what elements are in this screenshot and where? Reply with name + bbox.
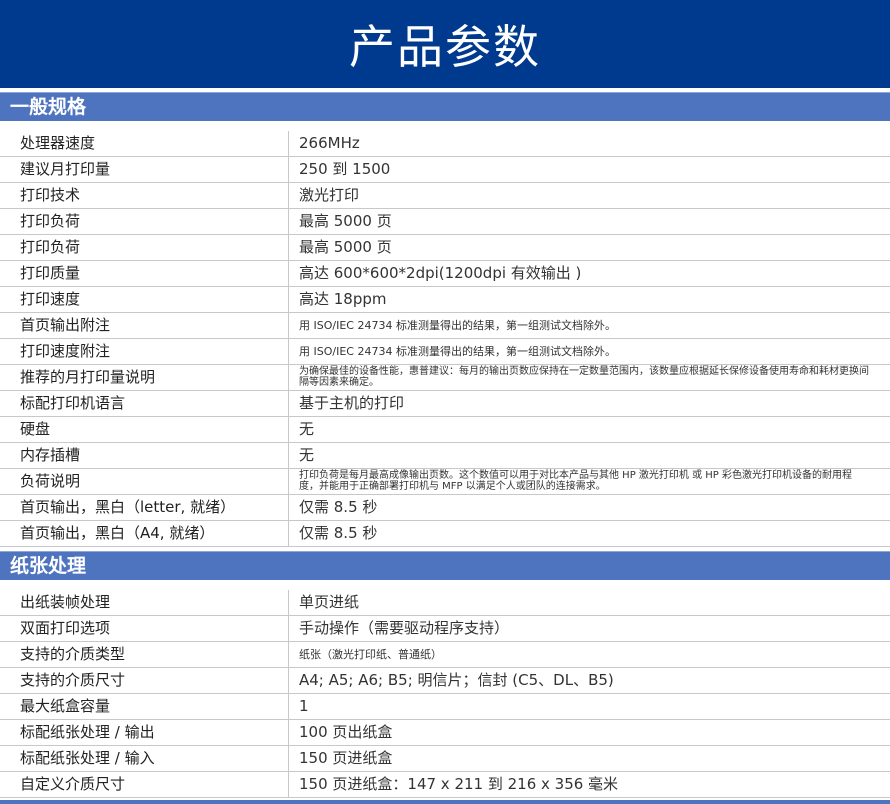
spec-label: 最大纸盒容量: [0, 694, 289, 719]
spec-value: 高达 600*600*2dpi(1200dpi 有效输出 ): [299, 264, 582, 282]
table-row: 出纸装帧处理 单页进纸: [0, 590, 890, 616]
table-row: 双面打印选项 手动操作（需要驱动程序支持）: [0, 616, 890, 642]
spec-label: 标配纸张处理 / 输入: [0, 746, 289, 771]
table-row: 支持的介质类型 纸张（激光打印纸、普通纸）: [0, 642, 890, 668]
spec-value: 无: [299, 420, 315, 438]
spec-value: 用 ISO/IEC 24734 标准测量得出的结果，第一组测试文档除外。: [299, 319, 616, 332]
spec-label: 打印负荷: [0, 235, 289, 260]
table-row: 首页输出，黑白（A4, 就绪） 仅需 8.5 秒: [0, 521, 890, 547]
table-row: 打印质量 高达 600*600*2dpi(1200dpi 有效输出 ): [0, 261, 890, 287]
spec-label: 打印技术: [0, 183, 289, 208]
table-row: 处理器速度 266MHz: [0, 131, 890, 157]
spec-value: 纸张（激光打印纸、普通纸）: [299, 648, 442, 661]
spec-label: 打印速度附注: [0, 339, 289, 364]
table-row: 首页输出，黑白（letter, 就绪） 仅需 8.5 秒: [0, 495, 890, 521]
footer-bar: [0, 800, 890, 804]
spec-value: 高达 18ppm: [299, 290, 387, 308]
spec-table: 出纸装帧处理 单页进纸 双面打印选项 手动操作（需要驱动程序支持） 支持的介质类型 纸张（…: [0, 590, 890, 798]
table-row: 打印负荷 最高 5000 页: [0, 209, 890, 235]
spec-label: 标配纸张处理 / 输出: [0, 720, 289, 745]
spec-label: 推荐的月打印量说明: [0, 365, 289, 390]
spec-value: 手动操作（需要驱动程序支持）: [299, 619, 510, 637]
table-row: 标配纸张处理 / 输入 150 页进纸盒: [0, 746, 890, 772]
spec-value: 仅需 8.5 秒: [299, 524, 378, 542]
spec-label: 出纸装帧处理: [0, 590, 289, 615]
spec-label: 打印质量: [0, 261, 289, 286]
spec-label: 负荷说明: [0, 469, 289, 494]
table-row: 标配打印机语言 基于主机的打印: [0, 391, 890, 417]
spec-label: 支持的介质类型: [0, 642, 289, 667]
spec-table: 处理器速度 266MHz 建议月打印量 250 到 1500 打印技术 激光打印 打印负荷最…: [0, 131, 890, 547]
spec-value: 266MHz: [299, 134, 360, 152]
table-row: 最大纸盒容量 1: [0, 694, 890, 720]
table-row: 支持的介质尺寸 A4; A5; A6; B5; 明信片；信封 (C5、DL、B5): [0, 668, 890, 694]
spec-tables: 一般规格 处理器速度 266MHz 建议月打印量 250 到 1500 打印技术 激光打印打…: [0, 92, 890, 798]
spec-label: 双面打印选项: [0, 616, 289, 641]
table-row: 硬盘无: [0, 417, 890, 443]
spec-value: 1: [299, 697, 309, 715]
table-row: 打印技术 激光打印: [0, 183, 890, 209]
spec-label: 首页输出附注: [0, 313, 289, 338]
page-title: 产品参数: [0, 0, 890, 88]
table-row: 自定义介质尺寸 150 页进纸盒：147 x 211 到 216 x 356 毫米: [0, 772, 890, 798]
spec-value: 为确保最佳的设备性能，惠普建议：每月的输出页数应保持在一定数量范围内，该数量应根…: [299, 366, 869, 388]
spec-value: 250 到 1500: [299, 160, 391, 178]
spec-value: 150 页进纸盒: [299, 749, 393, 767]
spec-label: 支持的介质尺寸: [0, 668, 289, 693]
section-header: 一般规格: [0, 92, 890, 121]
spec-value: 仅需 8.5 秒: [299, 498, 378, 516]
table-row: 打印速度 高达 18ppm: [0, 287, 890, 313]
spec-label: 首页输出，黑白（letter, 就绪）: [0, 495, 289, 520]
spec-value: 用 ISO/IEC 24734 标准测量得出的结果，第一组测试文档除外。: [299, 345, 616, 358]
spec-label: 处理器速度: [0, 131, 289, 156]
spec-value: 最高 5000 页: [299, 212, 392, 230]
spec-label: 首页输出，黑白（A4, 就绪）: [0, 521, 289, 546]
table-row: 建议月打印量 250 到 1500: [0, 157, 890, 183]
table-row: 标配纸张处理 / 输出 100 页出纸盒: [0, 720, 890, 746]
spec-value: 无: [299, 446, 315, 464]
table-row: 内存插槽无: [0, 443, 890, 469]
spec-value: 激光打印: [299, 186, 360, 204]
spec-label: 内存插槽: [0, 443, 289, 468]
spec-label: 硬盘: [0, 417, 289, 442]
table-row: 推荐的月打印量说明 为确保最佳的设备性能，惠普建议：每月的输出页数应保持在一定数量…: [0, 365, 890, 391]
spec-value: 单页进纸: [299, 593, 360, 611]
table-row: 首页输出附注用 ISO/IEC 24734 标准测量得出的结果，第一组测试文档除…: [0, 313, 890, 339]
spec-label: 打印负荷: [0, 209, 289, 234]
spec-value: 150 页进纸盒：147 x 211 到 216 x 356 毫米: [299, 775, 619, 793]
table-row: 负荷说明 打印负荷是每月最高成像输出页数。这个数值可以用于对比本产品与其他 HP …: [0, 469, 890, 495]
spec-value: 基于主机的打印: [299, 394, 405, 412]
spec-label: 自定义介质尺寸: [0, 772, 289, 797]
table-row: 打印速度附注用 ISO/IEC 24734 标准测量得出的结果，第一组测试文档除…: [0, 339, 890, 365]
spec-label: 建议月打印量: [0, 157, 289, 182]
spec-value: 100 页出纸盒: [299, 723, 393, 741]
spec-value: A4; A5; A6; B5; 明信片；信封 (C5、DL、B5): [299, 671, 614, 689]
spec-value: 打印负荷是每月最高成像输出页数。这个数值可以用于对比本产品与其他 HP 激光打印…: [299, 470, 852, 492]
section-header: 纸张处理: [0, 551, 890, 580]
table-row: 打印负荷 最高 5000 页: [0, 235, 890, 261]
spec-label: 打印速度: [0, 287, 289, 312]
spec-value: 最高 5000 页: [299, 238, 392, 256]
spec-label: 标配打印机语言: [0, 391, 289, 416]
